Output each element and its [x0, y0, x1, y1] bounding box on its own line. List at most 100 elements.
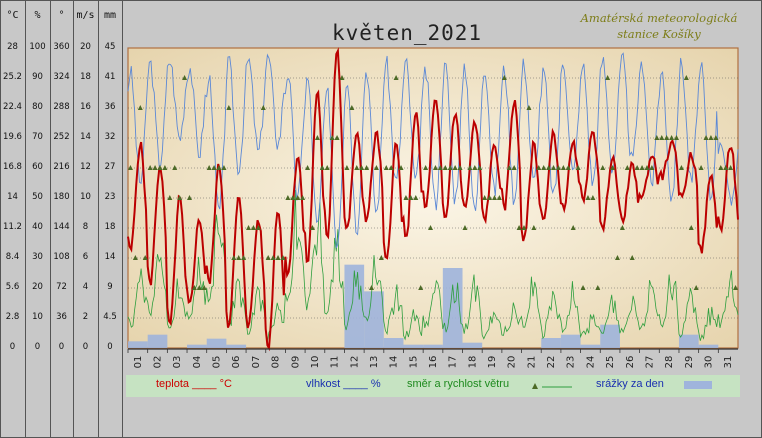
wind-direction-marker — [260, 105, 266, 110]
axis-panel: °C% ° m/s mm 28 25.2 22.4 19.6 16.8 14 11.2 8.4 5.6… — [0, 0, 123, 438]
wind-direction-marker — [309, 225, 315, 230]
wind-direction-marker — [413, 195, 419, 200]
wind-direction-marker — [216, 165, 222, 170]
wind-direction-marker — [265, 255, 271, 260]
wind-direction-marker — [580, 285, 586, 290]
wind-direction-marker — [300, 195, 306, 200]
legend-precipitation-swatch — [684, 381, 712, 389]
axis-tick-label: 25.2 — [3, 72, 22, 82]
wind-direction-marker — [600, 165, 606, 170]
axis-tick-label: 45 — [104, 42, 116, 52]
axis-tick-label: 14 — [104, 252, 116, 262]
x-tick-label: 13 — [369, 356, 380, 369]
x-tick-label: 20 — [507, 356, 518, 369]
axis-tick-label: 10 — [32, 312, 43, 322]
wind-direction-marker — [477, 165, 483, 170]
wind-direction-marker — [324, 165, 330, 170]
axis-tick-label: 19.6 — [3, 132, 22, 142]
wind-direction-marker — [196, 285, 202, 290]
wind-direction-marker — [186, 195, 192, 200]
precipitation-bar — [462, 342, 483, 348]
x-tick-label: 06 — [231, 356, 242, 369]
axis-separator — [122, 0, 123, 438]
axis-tick-label: 27 — [104, 162, 116, 172]
wind-direction-marker — [231, 255, 237, 260]
wind-direction-marker — [649, 165, 655, 170]
axis-tick-label: 0 — [9, 342, 16, 352]
station-name: Amatérská meteorologická stanice Košíky — [574, 10, 744, 42]
wind-direction-marker — [629, 255, 635, 260]
wind-direction-marker — [619, 225, 625, 230]
wind-direction-marker — [246, 225, 252, 230]
wind-direction-marker — [201, 285, 207, 290]
wind-direction-marker — [723, 165, 729, 170]
x-tick-label: 17 — [448, 356, 459, 369]
wind-direction-marker — [408, 195, 414, 200]
axis-tick-label: 16.8 — [3, 162, 22, 172]
x-tick-label: 19 — [487, 356, 498, 369]
wind-direction-marker — [639, 165, 645, 170]
x-tick-label: 05 — [212, 356, 223, 369]
axis-tick-label: 80 — [32, 102, 43, 112]
axis-tick-label: 20 — [32, 282, 43, 292]
plot-area — [127, 47, 739, 349]
wind-direction-marker — [595, 285, 601, 290]
wind-direction-marker — [398, 165, 404, 170]
axis-tick-label: 16 — [80, 102, 91, 112]
wind-direction-marker — [501, 75, 507, 80]
wind-direction-marker — [457, 165, 463, 170]
precipitation-bar — [580, 344, 601, 348]
axis-tick-label: 9 — [107, 282, 113, 292]
wind-direction-marker — [285, 195, 291, 200]
wind-direction-marker — [295, 195, 301, 200]
wind-direction-marker — [585, 195, 591, 200]
legend-humidity: vlhkost ____ % — [306, 378, 381, 390]
wind-direction-marker — [447, 165, 453, 170]
axis-unit-label: % — [34, 10, 41, 21]
axis-tick-label: 23 — [104, 192, 116, 202]
axis-tick-label: 180 — [53, 192, 70, 202]
wind-direction-marker — [172, 165, 178, 170]
wind-direction-marker — [137, 105, 143, 110]
wind-direction-marker — [127, 165, 133, 170]
legend-precipitation: srážky za den — [596, 378, 664, 390]
precipitation-bar — [364, 291, 384, 348]
wind-direction-marker — [654, 135, 660, 140]
wind-direction-marker — [162, 165, 168, 170]
axis-tick-label: 36 — [56, 312, 67, 322]
wind-direction-marker — [536, 165, 542, 170]
wind-direction-marker — [255, 225, 261, 230]
axis-tick-label: 108 — [53, 252, 70, 262]
wind-direction-marker — [236, 255, 242, 260]
wind-direction-marker — [467, 165, 473, 170]
wind-direction-marker — [418, 285, 424, 290]
axis-tick-label: 12 — [80, 162, 91, 172]
legend-wind: směr a rychlost větru — [407, 378, 510, 390]
axis-tick-label: 8 — [82, 222, 89, 232]
x-tick-label: 23 — [566, 356, 577, 369]
axis-unit-label: ° — [58, 10, 65, 21]
wind-direction-marker — [669, 135, 675, 140]
wind-direction-marker — [344, 165, 350, 170]
axis-tick-label: 10 — [80, 192, 91, 202]
axis-tick-label: 2.8 — [5, 312, 20, 322]
axis-tick-label: 11.2 — [3, 222, 22, 232]
axis-tick-label: 20 — [80, 42, 91, 52]
wind-direction-marker — [688, 225, 694, 230]
wind-direction-marker — [565, 165, 571, 170]
humidity-line — [127, 52, 739, 249]
wind-direction-marker — [713, 135, 719, 140]
station-name-line-1: Amatérská meteorologická — [580, 11, 738, 25]
chart-title: květen_2021 — [332, 21, 483, 45]
wind-direction-marker — [472, 165, 478, 170]
precipitation-bar — [128, 341, 148, 348]
wind-direction-marker — [610, 165, 616, 170]
wind-direction-marker — [423, 165, 429, 170]
wind-direction-marker — [452, 165, 458, 170]
axis-tick-label: 90 — [32, 72, 43, 82]
x-tick-label: 27 — [644, 356, 655, 369]
precipitation-bar — [383, 338, 404, 348]
axis-tick-label: 100 — [29, 42, 46, 52]
wind-direction-marker — [270, 255, 276, 260]
wind-direction-marker — [693, 285, 699, 290]
